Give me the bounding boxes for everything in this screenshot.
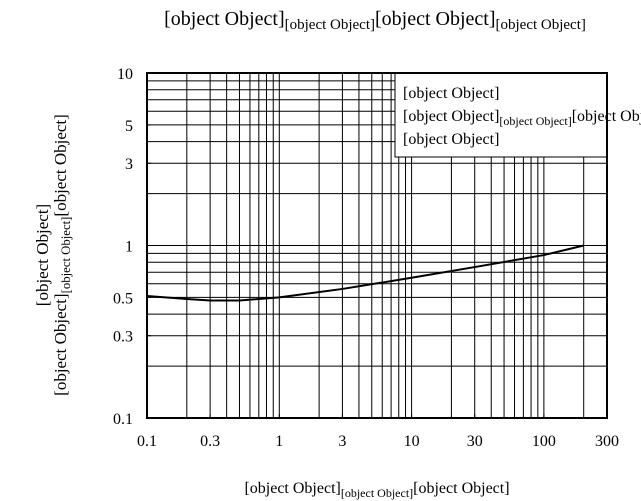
annotation: [object Object] <box>403 131 499 148</box>
y-tick-label: 3 <box>125 156 133 173</box>
y-tick-label: 5 <box>125 118 133 135</box>
y-tick-label: 10 <box>117 66 133 83</box>
y-axis-label-part: [object Object] <box>51 114 70 216</box>
annotation-part: [object Object] <box>499 114 571 128</box>
x-tick-label: 3 <box>338 433 346 450</box>
y-axis-label-part: [object Object] <box>59 217 73 294</box>
chart-title: [object Object][object Object][object Ob… <box>164 8 586 33</box>
x-tick-label: 100 <box>532 433 556 450</box>
y-axis-label-part: [object Object] <box>33 204 52 306</box>
y-tick-label: 1 <box>125 239 133 256</box>
x-tick-label: 10 <box>404 433 420 450</box>
series-line <box>146 244 584 302</box>
x-tick-label: 1 <box>275 433 283 450</box>
y-tick-label: 0.1 <box>113 411 133 428</box>
x-tick-label: 30 <box>467 433 483 450</box>
annotation: [object Object][object Object][object Ob… <box>403 108 641 128</box>
annotation-part: [object Object] <box>403 85 499 102</box>
x-tick-label: 300 <box>595 433 619 450</box>
x-axis-label-part: [object Object] <box>244 480 340 497</box>
y-tick-label: 0.5 <box>113 290 133 307</box>
annotation-part: [object Object] <box>403 108 499 125</box>
y-tick-label: 0.3 <box>113 329 133 346</box>
chart-title-part: [object Object] <box>375 8 496 30</box>
annotation-box <box>394 72 608 158</box>
y-axis-label-part: [object Object] <box>51 293 70 395</box>
chart-title-part: [object Object] <box>285 17 375 33</box>
x-axis-label-part: [object Object] <box>341 486 413 500</box>
x-axis-label: [object Object][object Object][object Ob… <box>244 480 509 500</box>
annotation-part: [object Object] <box>403 131 499 148</box>
x-axis-label-part: [object Object] <box>413 480 509 497</box>
x-tick-label: 0.1 <box>137 433 157 450</box>
annotation: [object Object] <box>403 85 499 102</box>
chart-title-part: [object Object] <box>164 8 285 30</box>
y-axis-label: [object Object][object Object][object Ob… <box>51 114 73 396</box>
y-axis-label: [object Object] <box>33 204 52 306</box>
chart-title-part: [object Object] <box>496 17 586 33</box>
x-tick-label: 0.3 <box>200 433 220 450</box>
